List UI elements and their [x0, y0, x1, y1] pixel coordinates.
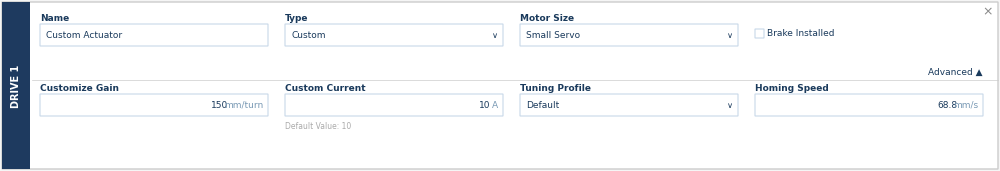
- FancyBboxPatch shape: [285, 24, 503, 46]
- Text: Customize Gain: Customize Gain: [40, 84, 119, 93]
- Text: A: A: [492, 101, 498, 109]
- FancyBboxPatch shape: [755, 29, 764, 38]
- FancyBboxPatch shape: [285, 94, 503, 116]
- Text: Custom: Custom: [291, 30, 326, 40]
- FancyBboxPatch shape: [520, 24, 738, 46]
- FancyBboxPatch shape: [520, 94, 738, 116]
- Text: Name: Name: [40, 14, 69, 23]
- Text: ∨: ∨: [727, 101, 733, 109]
- Text: ×: ×: [983, 5, 993, 18]
- Text: mm/turn: mm/turn: [224, 101, 263, 109]
- FancyBboxPatch shape: [755, 94, 983, 116]
- FancyBboxPatch shape: [2, 2, 30, 169]
- Text: Default Value: 10: Default Value: 10: [285, 122, 351, 131]
- FancyBboxPatch shape: [2, 2, 998, 169]
- FancyBboxPatch shape: [40, 24, 268, 46]
- Text: Tuning Profile: Tuning Profile: [520, 84, 591, 93]
- Text: DRIVE 1: DRIVE 1: [11, 64, 21, 108]
- Text: 68.8: 68.8: [937, 101, 957, 109]
- Text: Brake Installed: Brake Installed: [767, 29, 834, 38]
- Text: ∨: ∨: [492, 30, 498, 40]
- Text: ∨: ∨: [727, 30, 733, 40]
- Text: Custom Actuator: Custom Actuator: [46, 30, 122, 40]
- Text: 150: 150: [211, 101, 228, 109]
- Text: Advanced ▲: Advanced ▲: [928, 68, 982, 76]
- Text: Default: Default: [526, 101, 559, 109]
- Text: 10: 10: [479, 101, 490, 109]
- Text: Homing Speed: Homing Speed: [755, 84, 829, 93]
- Text: mm/s: mm/s: [953, 101, 978, 109]
- FancyBboxPatch shape: [40, 94, 268, 116]
- Text: Small Servo: Small Servo: [526, 30, 580, 40]
- Text: Type: Type: [285, 14, 308, 23]
- Text: Motor Size: Motor Size: [520, 14, 574, 23]
- Text: Custom Current: Custom Current: [285, 84, 366, 93]
